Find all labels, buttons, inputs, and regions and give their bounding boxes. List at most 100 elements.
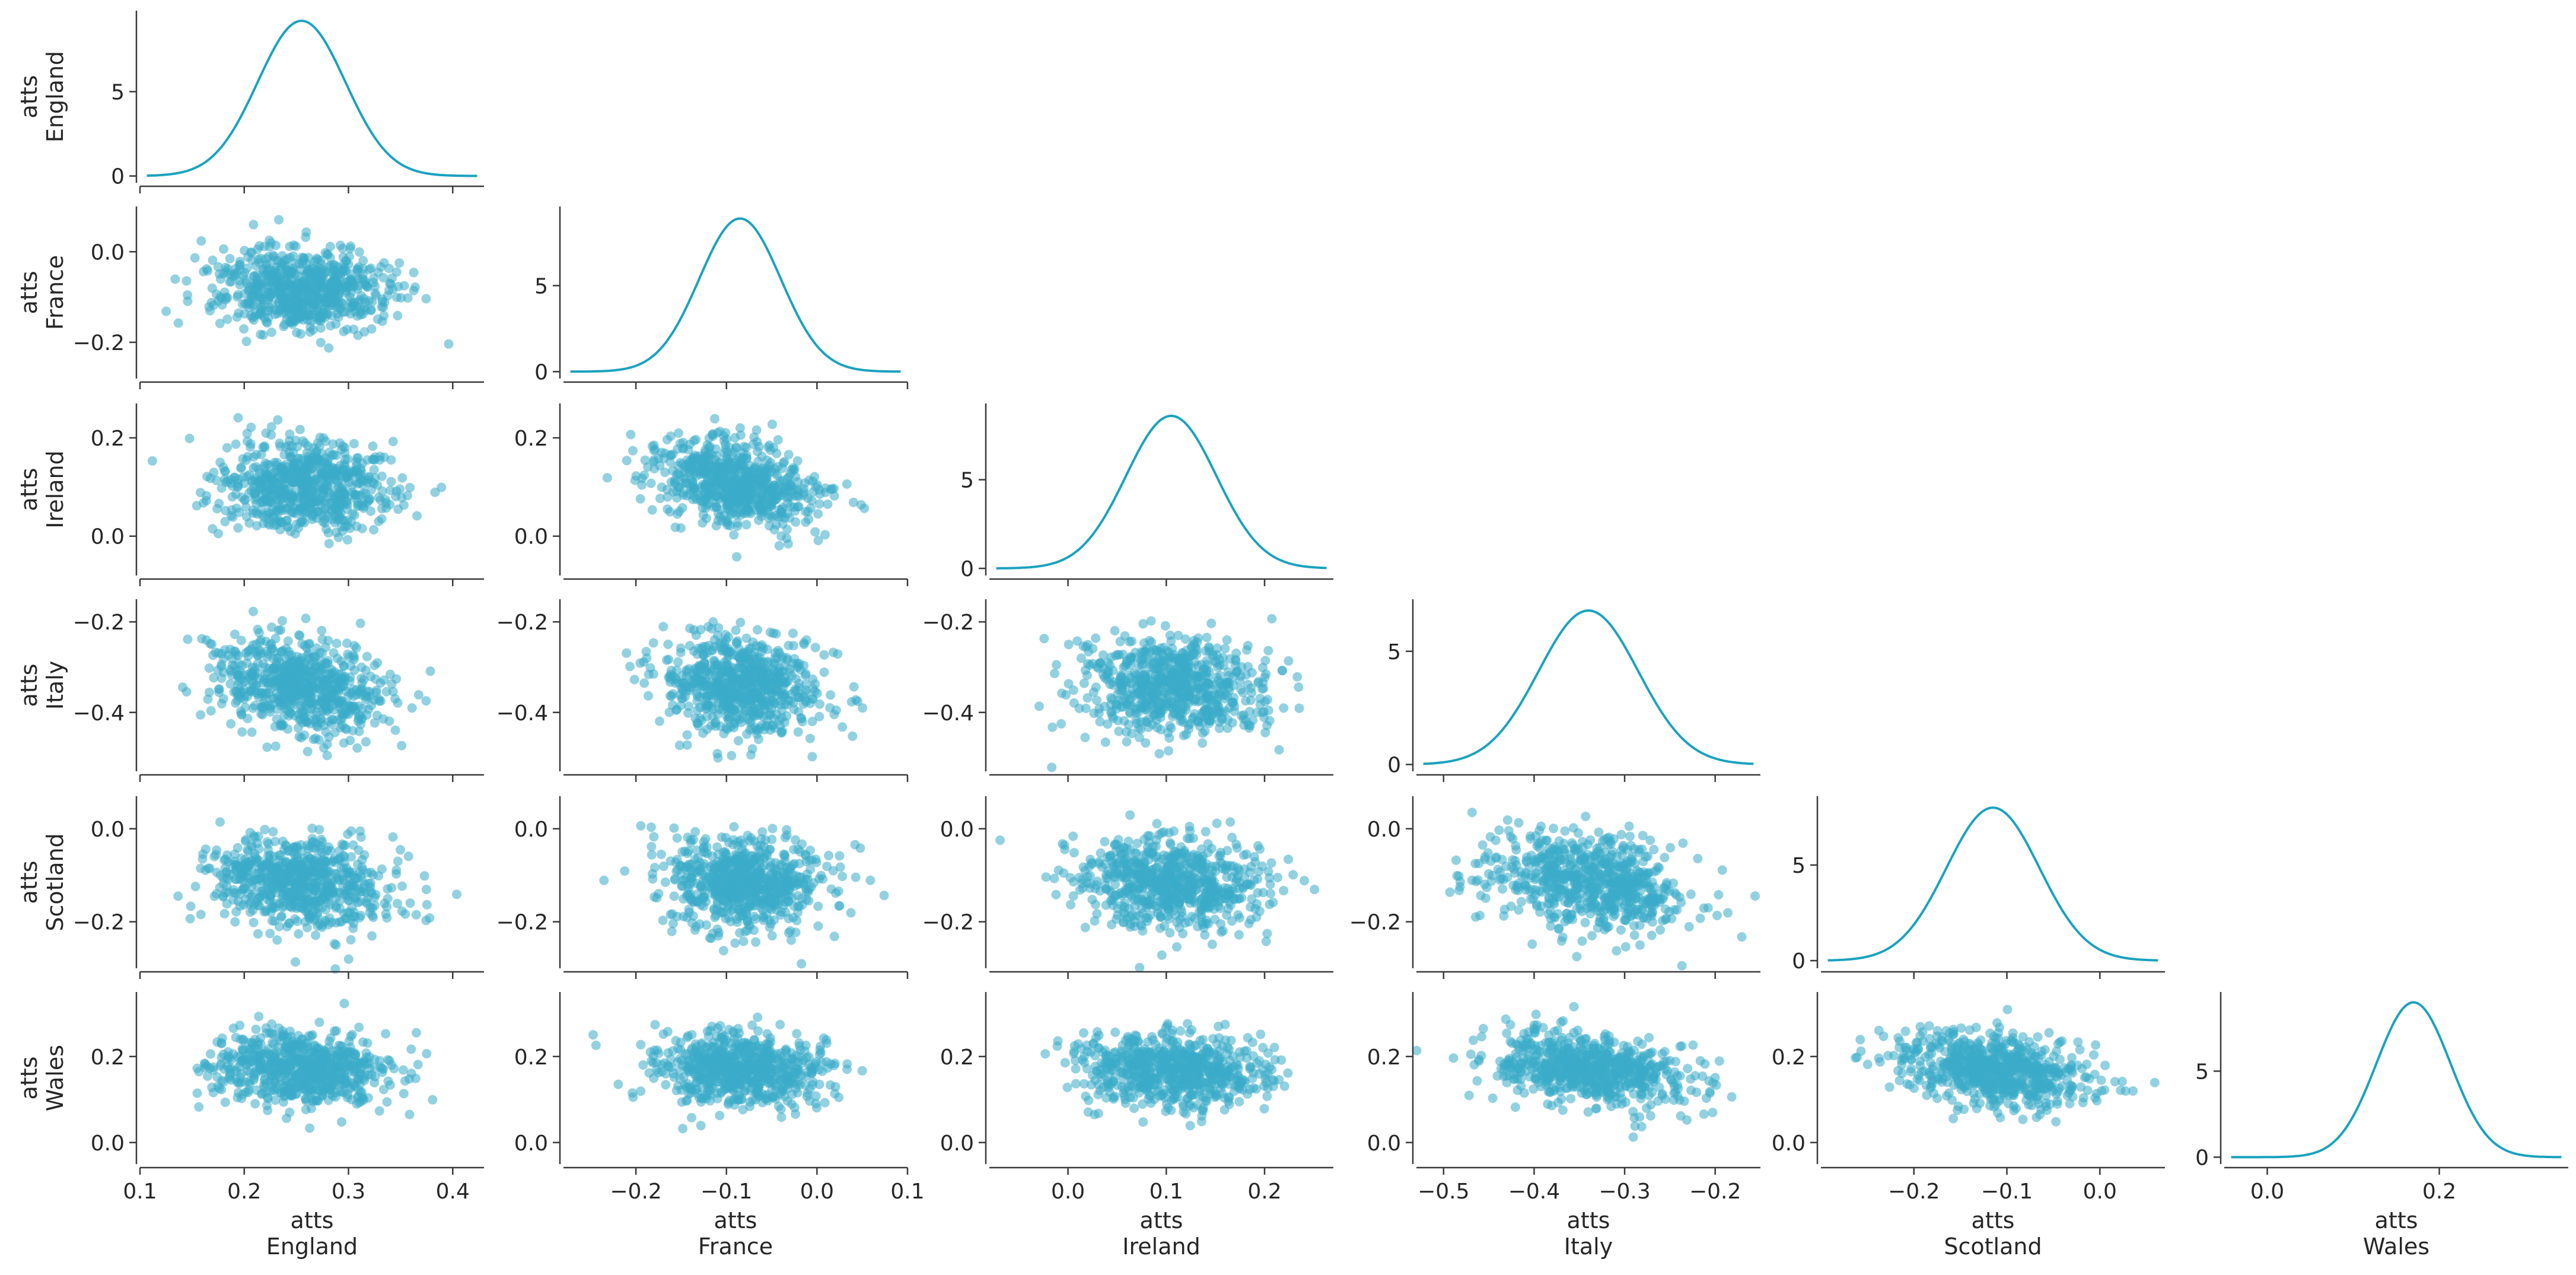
scatter-points <box>622 617 868 763</box>
scatter-point <box>161 306 171 316</box>
scatter-point <box>262 894 272 904</box>
scatter-point <box>345 523 355 533</box>
panel-ireland-vs-ireland: 05 <box>960 403 1333 586</box>
y-tick-label: −0.2 <box>73 611 125 635</box>
scatter-point <box>711 490 721 500</box>
scatter-point <box>725 457 734 468</box>
scatter-point <box>304 463 314 473</box>
scatter-point <box>727 691 737 701</box>
y-tick-label: 5 <box>1387 640 1401 664</box>
scatter-point <box>768 419 777 430</box>
scatter-point <box>714 475 724 485</box>
scatter-point <box>239 324 249 334</box>
scatter-point <box>274 921 284 931</box>
scatter-point <box>829 710 839 720</box>
scatter-point <box>726 481 736 491</box>
scatter-points <box>147 413 447 549</box>
y-tick-label: 0.0 <box>91 525 125 549</box>
scatter-point <box>324 511 334 522</box>
scatter-point <box>236 709 246 719</box>
scatter-point <box>1248 716 1258 725</box>
scatter-point <box>629 675 639 685</box>
y-tick-label: 0 <box>960 557 974 581</box>
scatter-point <box>658 622 668 632</box>
scatter-point <box>1198 738 1208 748</box>
scatter-point <box>343 954 354 964</box>
scatter-point <box>387 679 397 689</box>
scatter-point <box>356 686 365 697</box>
scatter-point <box>192 501 202 511</box>
scatter-point <box>793 727 803 737</box>
scatter-point <box>242 658 252 668</box>
scatter-point <box>390 694 400 704</box>
scatter-point <box>793 662 803 671</box>
scatter-point <box>290 529 300 539</box>
scatter-point <box>752 726 762 735</box>
scatter-point <box>754 476 764 487</box>
scatter-point <box>291 435 301 446</box>
scatter-point <box>247 727 257 737</box>
scatter-point <box>298 303 308 313</box>
scatter-point <box>386 476 396 487</box>
scatter-point <box>1047 722 1058 732</box>
scatter-point <box>349 641 359 651</box>
scatter-point <box>261 689 271 699</box>
scatter-point <box>214 498 224 508</box>
scatter-point <box>279 450 289 460</box>
scatter-point <box>848 731 858 741</box>
scatter-point <box>369 465 379 475</box>
scatter-point <box>234 308 244 318</box>
scatter-point <box>746 750 756 760</box>
scatter-point <box>756 491 766 501</box>
scatter-point <box>346 269 356 279</box>
scatter-point <box>262 742 272 752</box>
scatter-point <box>316 494 326 504</box>
scatter-point <box>700 659 710 669</box>
scatter-point <box>409 285 419 295</box>
scatter-point <box>674 740 684 751</box>
scatter-point <box>266 328 276 337</box>
scatter-point <box>294 630 304 640</box>
scatter-point <box>346 935 356 945</box>
scatter-point <box>1131 715 1141 725</box>
scatter-point <box>826 484 836 494</box>
scatter-point <box>758 463 768 473</box>
scatter-point <box>1200 726 1210 736</box>
scatter-point <box>265 929 275 939</box>
scatter-point <box>741 450 752 460</box>
scatter-point <box>208 255 218 265</box>
scatter-point <box>269 252 279 262</box>
scatter-point <box>696 482 706 492</box>
scatter-point <box>655 494 665 503</box>
scatter-point <box>808 476 818 487</box>
scatter-point <box>1129 668 1139 678</box>
scatter-point <box>807 752 817 762</box>
scatter-point <box>284 893 294 903</box>
scatter-point <box>206 706 216 716</box>
scatter-point <box>782 493 792 503</box>
scatter-point <box>275 438 285 449</box>
scatter-point <box>337 882 348 892</box>
scatter-point <box>285 708 295 718</box>
scatter-point <box>279 322 289 332</box>
scatter-point <box>349 881 359 891</box>
scatter-point <box>341 307 351 317</box>
scatter-point <box>392 292 402 303</box>
scatter-point <box>248 284 258 294</box>
scatter-point <box>1215 723 1224 733</box>
scatter-point <box>388 832 398 842</box>
scatter-point <box>240 478 250 488</box>
scatter-point <box>1154 749 1164 759</box>
scatter-point <box>247 891 257 901</box>
scatter-point <box>215 319 225 329</box>
scatter-point <box>810 643 820 653</box>
scatter-point <box>784 641 794 650</box>
scatter-point <box>269 694 279 704</box>
scatter-point <box>216 673 227 683</box>
scatter-point <box>678 685 688 695</box>
scatter-point <box>326 669 336 679</box>
scatter-point <box>316 323 326 333</box>
scatter-point <box>673 657 683 667</box>
scatter-points <box>178 606 435 761</box>
